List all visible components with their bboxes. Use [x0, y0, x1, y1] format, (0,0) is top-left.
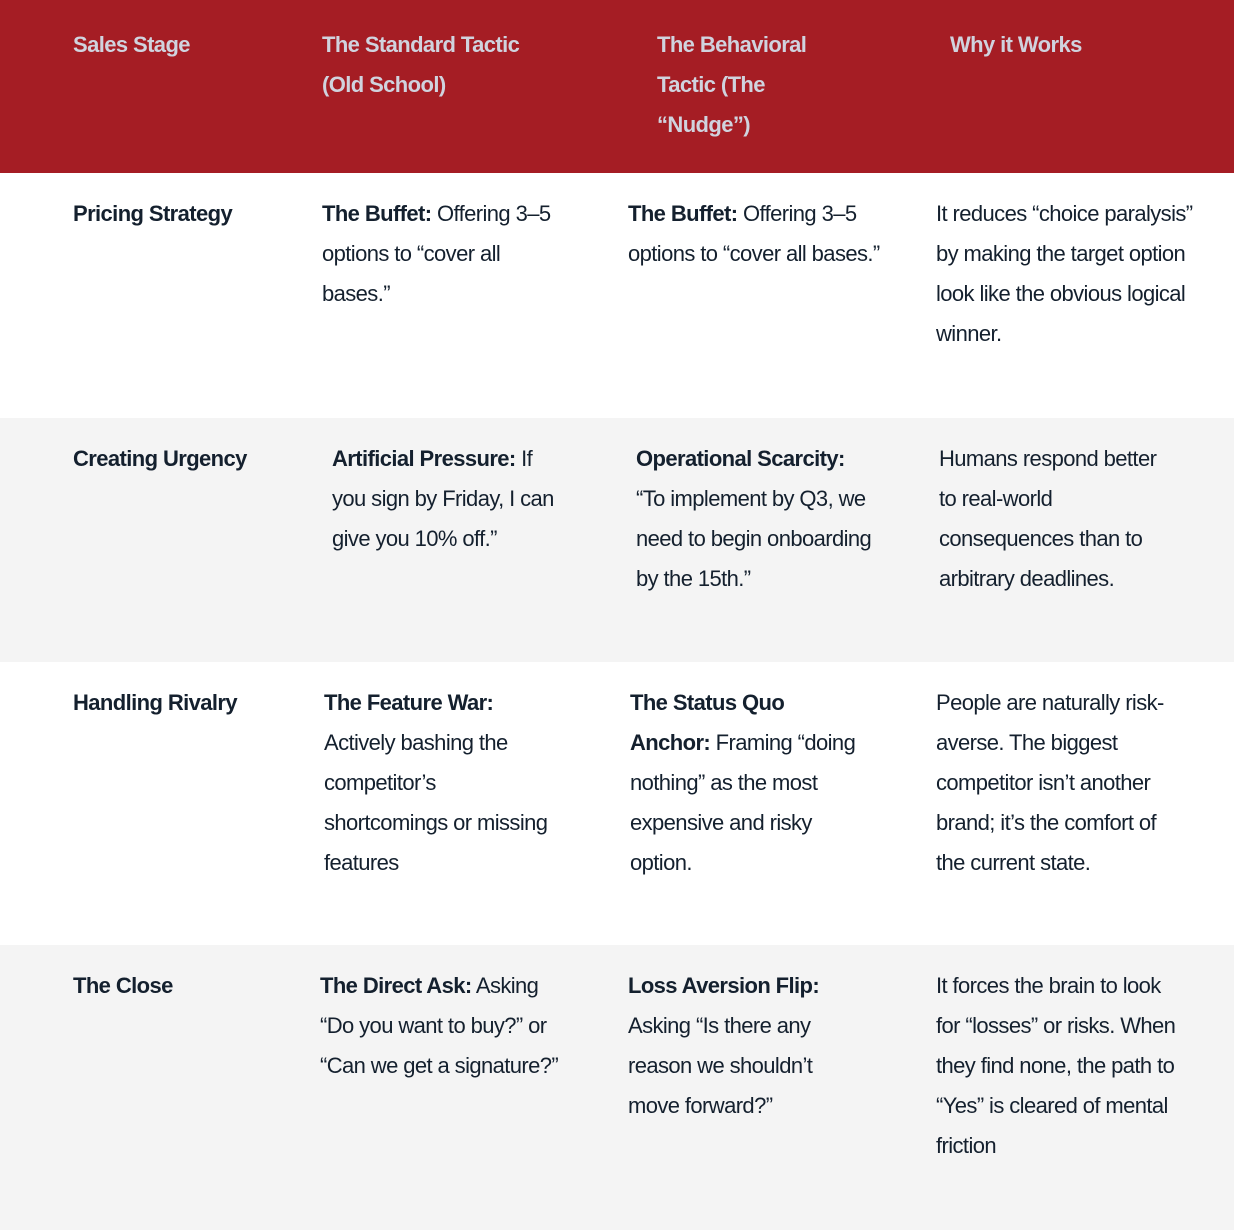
behavioral-text: Framing “doing nothing” as the most expe…	[630, 730, 856, 875]
table-header: Sales Stage The Standard Tactic (Old Sch…	[0, 0, 1234, 173]
header-sales-stage: Sales Stage	[73, 32, 191, 57]
standard-text: Offering 3–5 options to “cover all bases…	[322, 201, 551, 306]
behavioral-cell: Operational Scarcity: “To implement by Q…	[636, 439, 876, 599]
stage-cell: Pricing Strategy	[73, 201, 233, 226]
behavioral-text: “To implement by Q3, we need to begin on…	[636, 486, 872, 591]
stage-cell: The Close	[73, 973, 173, 998]
behavioral-cell: The Status Quo Anchor: Framing “doing no…	[630, 683, 860, 883]
table-row: Pricing Strategy The Buffet: Offering 3–…	[0, 173, 1234, 418]
table-row: The Close The Direct Ask: Asking “Do you…	[0, 945, 1234, 1230]
standard-text: Asking “Do you want to buy?” or “Can we …	[320, 973, 559, 1078]
standard-label: The Direct Ask:	[320, 973, 472, 998]
header-standard-tactic: The Standard Tactic (Old School)	[322, 32, 520, 97]
behavioral-label: Operational Scarcity:	[636, 446, 845, 471]
why-cell: It reduces “choice paralysis” by making …	[936, 201, 1193, 346]
header-why-it-works: Why it Works	[950, 32, 1082, 57]
behavioral-label: The Buffet:	[628, 201, 738, 226]
why-cell: Humans respond better to real-world cons…	[939, 446, 1157, 591]
header-behavioral-tactic: The Behavioral Tactic (The “Nudge”)	[657, 32, 807, 137]
standard-text: Actively bashing the competitor’s shortc…	[324, 730, 548, 875]
standard-cell: The Buffet: Offering 3–5 options to “cov…	[322, 194, 572, 314]
table-row: Creating Urgency Artificial Pressure: If…	[0, 418, 1234, 662]
standard-label: Artificial Pressure:	[332, 446, 516, 471]
standard-cell: Artificial Pressure: If you sign by Frid…	[332, 439, 567, 559]
behavioral-text: Offering 3–5 options to “cover all bases…	[628, 201, 880, 266]
table-row: Handling Rivalry The Feature War: Active…	[0, 662, 1234, 945]
stage-cell: Creating Urgency	[73, 446, 247, 471]
standard-cell: The Direct Ask: Asking “Do you want to b…	[320, 966, 560, 1086]
standard-cell: The Feature War: Actively bashing the co…	[324, 683, 564, 883]
standard-text: If you sign by Friday, I can give you 10…	[332, 446, 554, 551]
stage-cell: Handling Rivalry	[73, 690, 238, 715]
why-cell: People are naturally risk-averse. The bi…	[936, 690, 1164, 875]
behavioral-text: Asking “Is there any reason we shouldn’t…	[628, 1013, 813, 1118]
behavioral-label: The Status Quo Anchor:	[630, 690, 785, 755]
standard-label: The Feature War:	[324, 690, 494, 715]
standard-label: The Buffet:	[322, 201, 432, 226]
behavioral-label: Loss Aversion Flip:	[628, 973, 820, 998]
behavioral-cell: Loss Aversion Flip: Asking “Is there any…	[628, 966, 868, 1126]
behavioral-cell: The Buffet: Offering 3–5 options to “cov…	[628, 194, 888, 274]
why-cell: It forces the brain to look for “losses”…	[936, 973, 1176, 1158]
